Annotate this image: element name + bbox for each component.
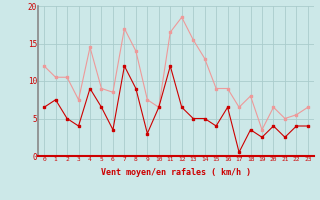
X-axis label: Vent moyen/en rafales ( km/h ): Vent moyen/en rafales ( km/h ) xyxy=(101,168,251,177)
